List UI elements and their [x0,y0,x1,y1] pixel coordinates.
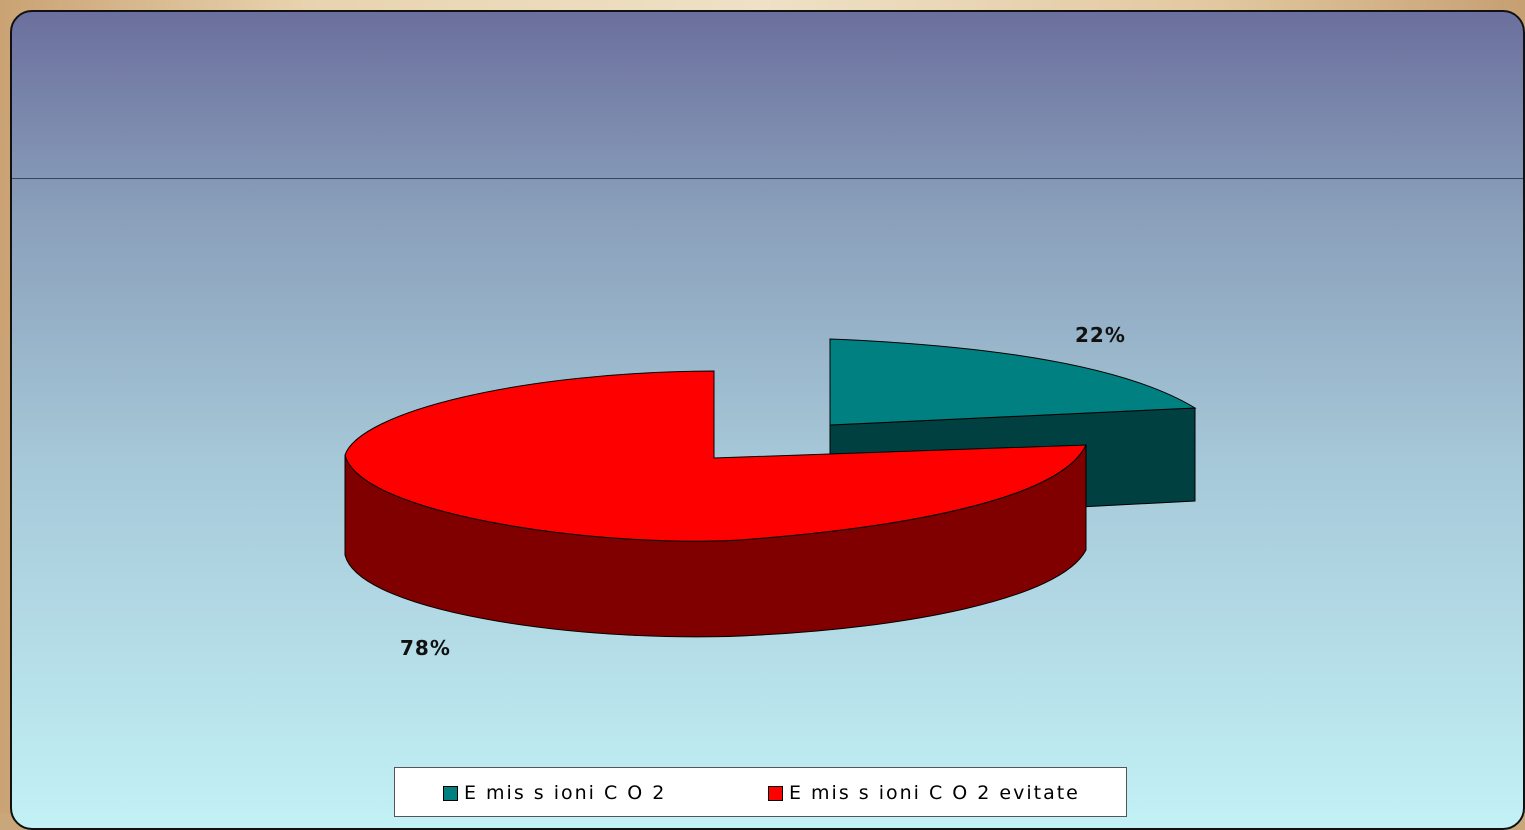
divider-line [12,178,1523,179]
legend-item-emissioni: E mis s ioni C O 2 [443,782,666,804]
slice-evitate-top [344,370,1087,542]
legend: E mis s ioni C O 2 E mis s ioni C O 2 ev… [394,767,1127,817]
slice-label-22: 22% [1075,323,1126,347]
legend-label-evitate: E mis s ioni C O 2 evitate [789,782,1080,804]
legend-swatch-teal [443,785,458,801]
legend-label-emissioni: E mis s ioni C O 2 [464,782,667,804]
legend-item-evitate: E mis s ioni C O 2 evitate [768,782,1080,804]
pie-chart-3d: 22% 78% [344,323,1197,660]
legend-swatch-red [768,785,783,801]
slice-emissioni-top [829,338,1197,426]
slice-label-78: 78% [400,636,451,660]
chart-area [10,10,1525,830]
